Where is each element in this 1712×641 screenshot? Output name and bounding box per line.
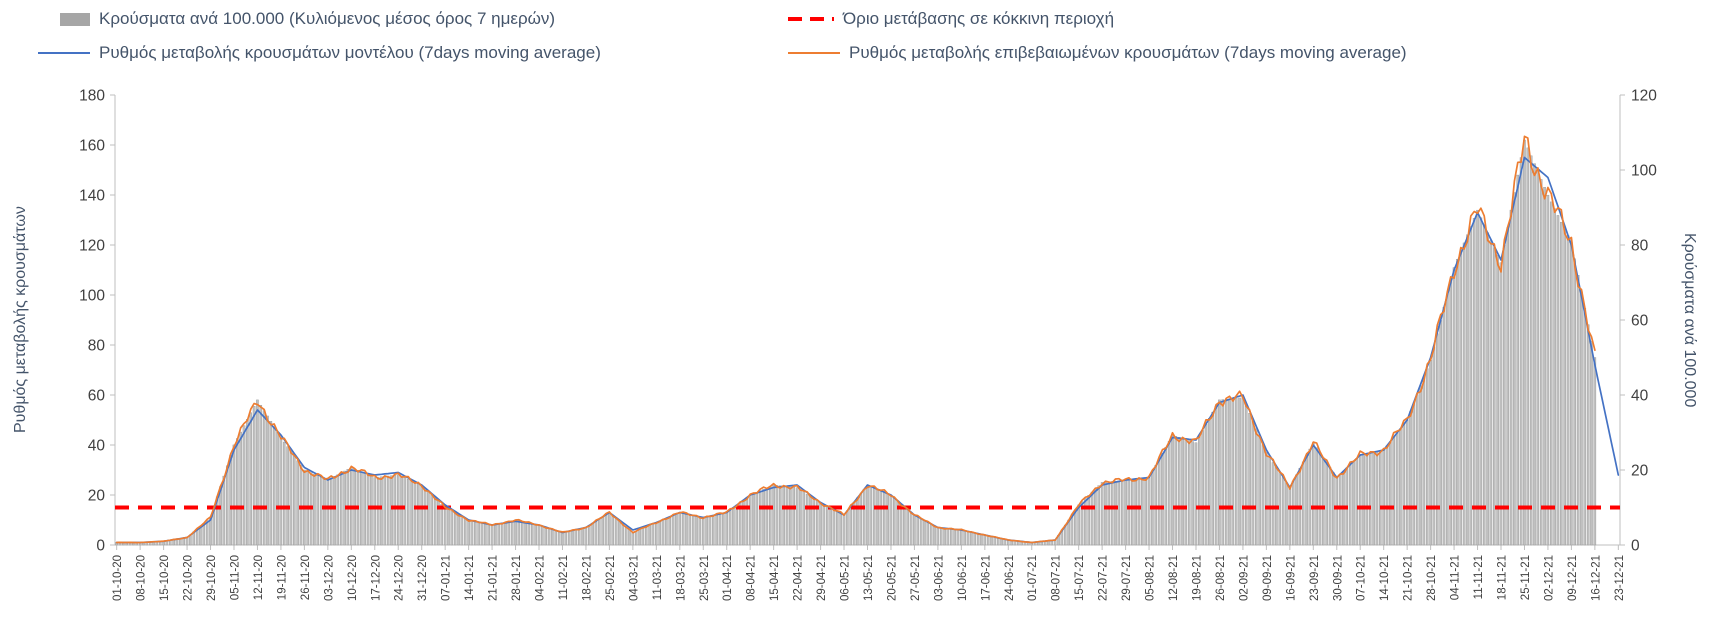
svg-text:08-07-21: 08-07-21 — [1051, 555, 1063, 601]
svg-text:24-12-20: 24-12-20 — [394, 555, 406, 601]
svg-text:04-02-21: 04-02-21 — [535, 555, 547, 601]
svg-text:15-04-21: 15-04-21 — [769, 555, 781, 601]
svg-text:20: 20 — [88, 488, 106, 505]
legend-item-confirmed-rate: Ρυθμός μεταβολής επιβεβαιωμένων κρουσμάτ… — [788, 43, 1407, 63]
svg-text:180: 180 — [79, 88, 105, 105]
svg-text:120: 120 — [1631, 88, 1657, 105]
svg-text:03-12-20: 03-12-20 — [323, 555, 335, 601]
svg-text:26-11-20: 26-11-20 — [300, 555, 312, 600]
legend-label-threshold: Όριο μετάβασης σε κόκκινη περιοχή — [843, 9, 1115, 28]
svg-text:05-11-20: 05-11-20 — [229, 555, 241, 600]
legend-item-red-zone-threshold: Όριο μετάβασης σε κόκκινη περιοχή — [788, 9, 1114, 29]
svg-text:10-12-20: 10-12-20 — [347, 555, 359, 601]
bar-series-swatch — [60, 12, 90, 26]
svg-text:06-05-21: 06-05-21 — [840, 555, 852, 601]
svg-text:04-11-21: 04-11-21 — [1450, 555, 1462, 600]
svg-text:12-08-21: 12-08-21 — [1168, 555, 1180, 601]
svg-text:02-09-21: 02-09-21 — [1238, 555, 1250, 601]
svg-text:18-11-21: 18-11-21 — [1497, 555, 1509, 600]
svg-text:25-03-21: 25-03-21 — [699, 555, 711, 601]
svg-text:26-08-21: 26-08-21 — [1215, 555, 1227, 601]
svg-text:25-02-21: 25-02-21 — [605, 555, 617, 601]
svg-text:02-12-21: 02-12-21 — [1543, 555, 1555, 601]
svg-text:28-01-21: 28-01-21 — [511, 555, 523, 601]
svg-text:60: 60 — [1631, 313, 1649, 330]
svg-text:21-10-21: 21-10-21 — [1403, 555, 1415, 601]
right-axis-title: Κρούσματα ανά 100.000 — [1681, 232, 1698, 408]
svg-text:01-10-20: 01-10-20 — [112, 555, 124, 601]
svg-text:0: 0 — [96, 538, 105, 555]
svg-text:20: 20 — [1631, 463, 1649, 480]
svg-text:07-01-21: 07-01-21 — [441, 555, 453, 601]
svg-text:23-12-21: 23-12-21 — [1614, 555, 1626, 601]
svg-text:04-03-21: 04-03-21 — [628, 555, 640, 601]
svg-text:30-09-21: 30-09-21 — [1332, 555, 1344, 601]
svg-text:07-10-21: 07-10-21 — [1356, 555, 1368, 601]
svg-text:22-04-21: 22-04-21 — [793, 555, 805, 601]
svg-text:60: 60 — [88, 388, 106, 405]
svg-text:27-05-21: 27-05-21 — [910, 555, 922, 601]
svg-text:160: 160 — [79, 138, 105, 155]
svg-text:19-08-21: 19-08-21 — [1191, 555, 1203, 601]
svg-text:100: 100 — [1631, 163, 1657, 180]
legend-item-cases-bars: Κρούσματα ανά 100.000 (Κυλιόμενος μέσος … — [60, 9, 555, 29]
svg-text:11-02-21: 11-02-21 — [558, 555, 570, 600]
svg-text:22-10-20: 22-10-20 — [183, 555, 195, 601]
svg-text:08-10-20: 08-10-20 — [136, 555, 148, 601]
svg-text:18-03-21: 18-03-21 — [675, 555, 687, 601]
svg-text:29-10-20: 29-10-20 — [206, 555, 218, 601]
svg-text:29-07-21: 29-07-21 — [1121, 555, 1133, 601]
svg-text:40: 40 — [1631, 388, 1649, 405]
svg-text:100: 100 — [79, 288, 105, 305]
threshold-dash-swatch — [788, 16, 834, 22]
svg-text:16-09-21: 16-09-21 — [1285, 555, 1297, 601]
svg-text:13-05-21: 13-05-21 — [863, 555, 875, 601]
legend-label-cases-bars: Κρούσματα ανά 100.000 (Κυλιόμενος μέσος … — [99, 9, 556, 28]
chart-plot: 0 20 40 60 80 100 120 140 160 180 0 20 40 60 80 100 120 0… — [79, 88, 1657, 602]
svg-text:05-08-21: 05-08-21 — [1145, 555, 1157, 601]
svg-text:29-04-21: 29-04-21 — [816, 555, 828, 601]
svg-text:10-06-21: 10-06-21 — [957, 555, 969, 601]
svg-text:14-01-21: 14-01-21 — [464, 555, 476, 601]
svg-text:12-11-20: 12-11-20 — [253, 555, 265, 600]
svg-text:0: 0 — [1631, 538, 1640, 555]
svg-text:09-12-21: 09-12-21 — [1567, 555, 1579, 601]
svg-text:25-11-21: 25-11-21 — [1520, 555, 1532, 600]
svg-text:14-10-21: 14-10-21 — [1379, 555, 1391, 601]
legend-item-model-rate: Ρυθμός μεταβολής κρουσμάτων μοντέλου (7d… — [38, 43, 601, 63]
svg-text:17-12-20: 17-12-20 — [370, 555, 382, 601]
svg-text:11-03-21: 11-03-21 — [652, 555, 664, 600]
svg-text:08-04-21: 08-04-21 — [746, 555, 758, 601]
model-line-swatch — [38, 51, 90, 55]
svg-text:17-06-21: 17-06-21 — [980, 555, 992, 601]
svg-text:28-10-21: 28-10-21 — [1426, 555, 1438, 601]
svg-text:15-07-21: 15-07-21 — [1074, 555, 1086, 601]
svg-text:22-07-21: 22-07-21 — [1098, 555, 1110, 601]
svg-text:09-09-21: 09-09-21 — [1262, 555, 1274, 601]
svg-text:16-12-21: 16-12-21 — [1590, 555, 1602, 601]
svg-text:120: 120 — [79, 238, 105, 255]
svg-text:03-06-21: 03-06-21 — [933, 555, 945, 601]
legend-label-model-rate: Ρυθμός μεταβολής κρουσμάτων μοντέλου (7d… — [99, 43, 601, 62]
svg-text:01-04-21: 01-04-21 — [722, 555, 734, 601]
svg-text:15-10-20: 15-10-20 — [159, 555, 171, 601]
svg-text:18-02-21: 18-02-21 — [581, 555, 593, 601]
svg-text:80: 80 — [88, 338, 106, 355]
svg-text:19-11-20: 19-11-20 — [276, 555, 288, 600]
svg-text:24-06-21: 24-06-21 — [1004, 555, 1016, 601]
svg-text:140: 140 — [79, 188, 105, 205]
legend-label-confirmed-rate: Ρυθμός μεταβολής επιβεβαιωμένων κρουσμάτ… — [849, 43, 1407, 62]
svg-text:23-09-21: 23-09-21 — [1309, 555, 1321, 601]
svg-text:11-11-21: 11-11-21 — [1473, 555, 1485, 599]
svg-text:31-12-20: 31-12-20 — [417, 555, 429, 601]
svg-text:21-01-21: 21-01-21 — [488, 555, 500, 601]
svg-text:01-07-21: 01-07-21 — [1027, 555, 1039, 601]
svg-text:80: 80 — [1631, 238, 1649, 255]
svg-text:40: 40 — [88, 438, 106, 455]
svg-text:20-05-21: 20-05-21 — [886, 555, 898, 601]
confirmed-line-swatch — [788, 51, 840, 55]
